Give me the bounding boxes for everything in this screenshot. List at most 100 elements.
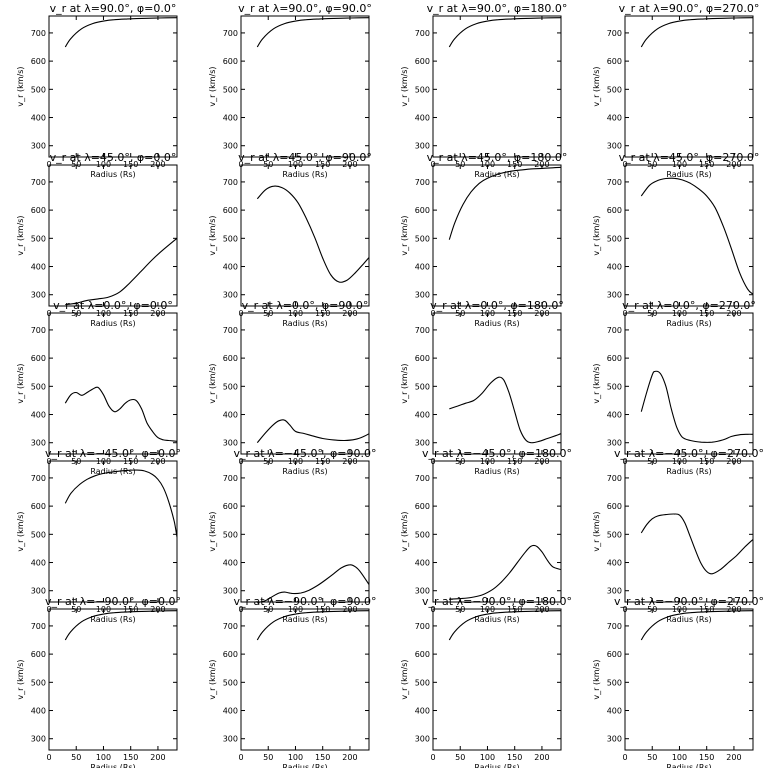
y-tick-label: 400 [415, 707, 430, 716]
x-tick-label: 200 [342, 753, 357, 762]
x-tick-label: 150 [507, 753, 522, 762]
plot-frame [240, 608, 370, 751]
y-tick-label: 400 [31, 707, 46, 716]
chart-title: v_r at λ=−90.0°, φ=90.0° [234, 595, 377, 608]
plot-frame [48, 15, 178, 158]
y-tick-label: 600 [223, 206, 238, 215]
x-axis-label: Radius (Rs) [474, 763, 519, 768]
y-tick-label: 700 [223, 622, 238, 631]
y-tick-label: 600 [31, 650, 46, 659]
y-tick-label: 600 [31, 57, 46, 66]
y-tick-label: 300 [31, 587, 46, 596]
y-axis-label: v_r (km/s) [16, 363, 25, 403]
plot-frame [624, 15, 754, 158]
y-tick-label: 300 [223, 291, 238, 300]
y-tick-label: 400 [31, 411, 46, 420]
y-tick-label: 300 [607, 587, 622, 596]
chart-panel: v_r at λ=0.0°, φ=90.0°050100150200300400… [208, 299, 370, 476]
x-axis-label: Radius (Rs) [474, 467, 519, 476]
y-tick-label: 600 [31, 206, 46, 215]
plot-frame [48, 164, 178, 307]
chart-panel: v_r at λ=−90.0°, φ=0.0° 0 50 100 150 200 300 40… [16, 595, 181, 768]
y-tick-label: 700 [415, 178, 430, 187]
x-tick-label: 200 [534, 753, 549, 762]
y-axis-label: v_r (km/s) [208, 66, 217, 106]
x-axis-label: Radius (Rs) [474, 615, 519, 624]
series-line [448, 610, 562, 641]
plot-frame [432, 164, 562, 307]
y-tick-label: 500 [415, 234, 430, 243]
y-tick-label: 700 [415, 29, 430, 38]
y-tick-label: 700 [607, 178, 622, 187]
series-line [256, 17, 370, 48]
series-line [449, 544, 562, 600]
y-axis-label: v_r (km/s) [16, 659, 25, 699]
y-tick-label: 600 [31, 354, 46, 363]
series-line [640, 17, 754, 48]
y-tick-label: 500 [31, 234, 46, 243]
y-axis-label: v_r (km/s) [592, 363, 601, 403]
y-axis-label: v_r (km/s) [16, 215, 25, 255]
y-tick-label: 700 [31, 326, 46, 335]
y-tick-label: 400 [31, 114, 46, 123]
plot-frame [240, 312, 370, 455]
x-tick-label: 100 [96, 753, 111, 762]
y-tick-label: 700 [223, 178, 238, 187]
chart-title: v_r at λ=−45.0°, φ=90.0° [234, 447, 377, 460]
series-line [448, 17, 562, 48]
y-axis-label: v_r (km/s) [400, 659, 409, 699]
y-tick-label: 500 [607, 234, 622, 243]
y-axis-label: v_r (km/s) [400, 66, 409, 106]
plot-frame [240, 164, 370, 307]
y-tick-label: 700 [31, 29, 46, 38]
y-tick-label: 500 [31, 85, 46, 94]
plot-frame [432, 608, 562, 751]
y-tick-label: 400 [607, 114, 622, 123]
y-tick-label: 300 [607, 291, 622, 300]
y-tick-label: 700 [607, 326, 622, 335]
y-tick-label: 700 [223, 474, 238, 483]
y-tick-label: 300 [223, 142, 238, 151]
y-axis-label: v_r (km/s) [400, 215, 409, 255]
y-tick-label: 500 [607, 85, 622, 94]
y-tick-label: 400 [223, 411, 238, 420]
x-axis-label: Radius (Rs) [666, 467, 711, 476]
plot-frame [624, 312, 754, 455]
y-tick-label: 500 [415, 382, 430, 391]
chart-panel: v_r at λ=−90.0°, φ=90.0° 0 50 100 150 200 300 4… [208, 595, 376, 768]
x-axis-label: Radius (Rs) [282, 615, 327, 624]
x-axis-label: Radius (Rs) [666, 763, 711, 768]
chart-title: v_r at λ=90.0°, φ=270.0° [619, 2, 760, 15]
y-tick-label: 500 [223, 382, 238, 391]
y-tick-label: 300 [415, 142, 430, 151]
y-tick-label: 400 [31, 559, 46, 568]
y-tick-label: 700 [223, 29, 238, 38]
y-tick-label: 600 [415, 206, 430, 215]
x-tick-label: 200 [150, 753, 165, 762]
y-tick-label: 700 [607, 29, 622, 38]
y-tick-label: 400 [415, 411, 430, 420]
y-axis-label: v_r (km/s) [592, 511, 601, 551]
x-tick-label: 0 [430, 753, 435, 762]
y-tick-label: 400 [607, 707, 622, 716]
x-axis-label: Radius (Rs) [282, 319, 327, 328]
chart-title: v_r at λ=−90.0°, φ=270.0° [614, 595, 764, 608]
y-tick-label: 600 [415, 57, 430, 66]
y-tick-label: 500 [415, 85, 430, 94]
x-axis-label: Radius (Rs) [474, 319, 519, 328]
series-line [640, 513, 754, 575]
y-tick-label: 300 [223, 439, 238, 448]
series-line [64, 610, 178, 641]
x-tick-label: 50 [455, 753, 465, 762]
y-tick-label: 300 [415, 291, 430, 300]
x-axis-label: Radius (Rs) [666, 615, 711, 624]
chart-title: v_r at λ=0.0°, φ=0.0° [53, 299, 173, 312]
x-axis-label: Radius (Rs) [282, 763, 327, 768]
series-line [256, 610, 370, 641]
y-tick-label: 500 [31, 530, 46, 539]
y-tick-label: 700 [415, 474, 430, 483]
plot-frame [624, 164, 754, 307]
y-tick-label: 300 [223, 735, 238, 744]
series-line [256, 419, 370, 444]
y-tick-label: 400 [607, 559, 622, 568]
